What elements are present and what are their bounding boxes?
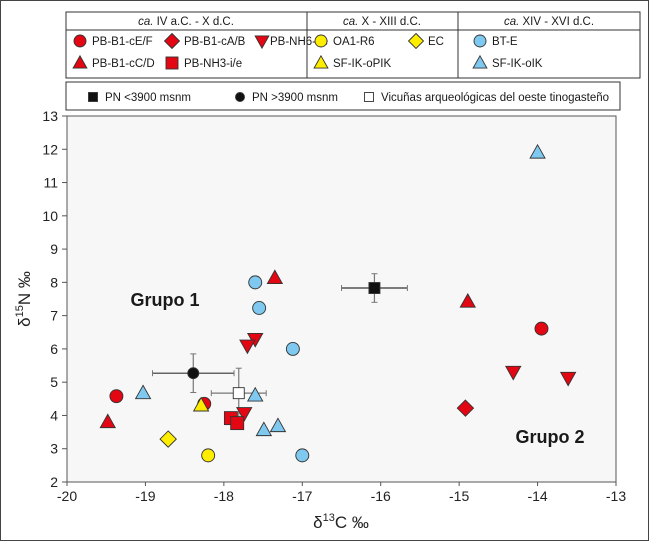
point-bt-e bbox=[252, 301, 267, 315]
point-pb-nh6-i-e bbox=[559, 371, 577, 387]
point-pb-b1-cc-d bbox=[459, 292, 477, 308]
plot-area bbox=[66, 115, 617, 483]
point-pb-b1-ce-f bbox=[109, 389, 124, 404]
point-sf-ik-opik bbox=[192, 396, 210, 412]
legend-item-bt-e: BT-E bbox=[473, 34, 518, 48]
legend-label: PB-B1-cA/B bbox=[184, 36, 246, 48]
x-tick-label: -20 bbox=[57, 488, 77, 504]
point-sf-ik-oik bbox=[246, 386, 264, 402]
y-tick-label: 3 bbox=[50, 441, 58, 457]
legend-label: PB-NH3-i/e bbox=[184, 58, 242, 70]
square-icon bbox=[364, 92, 374, 102]
circle-icon bbox=[314, 34, 328, 48]
triangle-down-icon bbox=[254, 35, 270, 50]
point-sf-ik-oik bbox=[255, 421, 273, 437]
square-icon bbox=[88, 92, 98, 102]
y-tick-label: 8 bbox=[50, 274, 58, 290]
legend-period-2: ca. X - XIII d.C. bbox=[343, 16, 421, 28]
y-tick-label: 5 bbox=[50, 374, 58, 390]
legend-item-sf-ik-oik: SF-IK-oIK bbox=[472, 54, 543, 70]
point-sf-ik-oik bbox=[134, 384, 152, 400]
point-pb-b1-cc-d bbox=[99, 413, 117, 429]
legend-references: PN <3900 msnm PN >3900 msnm Vicuñas arqueo… bbox=[65, 81, 621, 111]
point-pb-nh3-i-e bbox=[230, 416, 245, 431]
legend-label: PB-B1-cE/F bbox=[92, 36, 153, 48]
legend-ref-vicu-as-arqueol-gicas-del-oeste-tinogaste-o: Vicuñas arqueológicas del oeste tinogast… bbox=[364, 92, 609, 104]
legend-label: OA1-R6 bbox=[333, 36, 375, 48]
square-icon bbox=[165, 56, 179, 70]
legend-label: SF-IK-oIK bbox=[492, 58, 543, 70]
legend-label: PN >3900 msnm bbox=[252, 92, 338, 104]
legend-item-pb-nh3-i-e: PB-NH3-i/e bbox=[165, 56, 242, 70]
legend-item-pb-b1-cc-d: PB-B1-cC/D bbox=[72, 54, 155, 70]
point-pb-b1-ca-b bbox=[456, 399, 475, 417]
circle-icon bbox=[473, 34, 487, 48]
x-tick-label: -14 bbox=[527, 488, 547, 504]
legend-label: Vicuñas arqueológicas del oeste tinogast… bbox=[381, 92, 609, 104]
y-tick-label: 4 bbox=[50, 407, 58, 423]
point-sf-ik-oik bbox=[269, 417, 287, 433]
legend-label: EC bbox=[428, 36, 444, 48]
annotation-grupo-1: Grupo 1 bbox=[130, 290, 199, 310]
legend-period-3: ca. XIV - XVI d.C. bbox=[504, 16, 594, 28]
diamond-icon bbox=[163, 32, 181, 50]
legend-label: PN <3900 msnm bbox=[105, 92, 191, 104]
legend-ref-pn-3900-msnm: PN >3900 msnm bbox=[235, 92, 338, 104]
point-pb-nh6-i-e bbox=[239, 339, 256, 355]
y-tick-label: 7 bbox=[50, 308, 58, 324]
point-pb-nh6-i-e bbox=[505, 365, 522, 381]
legend-item-oa1-r6: OA1-R6 bbox=[314, 34, 375, 48]
legend-item-sf-ik-opik: SF-IK-oPIK bbox=[313, 54, 391, 70]
y-tick-label: 12 bbox=[42, 141, 58, 157]
point-bt-e bbox=[248, 275, 263, 290]
triangle-up-icon bbox=[72, 54, 88, 69]
triangle-up-icon bbox=[313, 54, 329, 69]
point-pb-nh6-i-e bbox=[236, 407, 253, 422]
point-pn-3900-msnm bbox=[368, 282, 381, 294]
circle-icon bbox=[235, 92, 245, 102]
legend-label: PB-NH6-i/e bbox=[270, 36, 328, 48]
y-tick-label: 13 bbox=[42, 108, 58, 124]
point-ec bbox=[159, 430, 177, 448]
point-vicu-as-arqueol-gicas-del-oeste-tinogaste-o bbox=[232, 387, 245, 400]
point-pb-b1-ce-f bbox=[534, 321, 549, 336]
legend-item-pb-b1-ce-f: PB-B1-cE/F bbox=[73, 34, 153, 48]
point-pn-3900-msnm bbox=[187, 367, 200, 380]
point-sf-ik-oik bbox=[529, 143, 546, 159]
legend-label: PB-B1-cC/D bbox=[92, 58, 155, 70]
x-tick-label: -19 bbox=[135, 488, 155, 504]
point-pb-b1-cc-d bbox=[266, 269, 284, 285]
x-tick-label: -17 bbox=[292, 488, 312, 504]
x-axis-label: δ13C ‰ bbox=[313, 512, 369, 532]
triangle-up-icon bbox=[472, 54, 488, 69]
legend-period-1: ca. IV a.C. - X d.C. bbox=[138, 16, 234, 28]
y-tick-label: 2 bbox=[50, 474, 58, 490]
point-oa1-r6 bbox=[201, 448, 216, 463]
legend-item-ec: EC bbox=[407, 32, 444, 50]
y-tick-label: 9 bbox=[50, 241, 58, 257]
y-tick-label: 11 bbox=[43, 175, 58, 191]
legend-label: BT-E bbox=[492, 36, 518, 48]
point-bt-e bbox=[295, 448, 310, 463]
x-tick-label: -18 bbox=[214, 488, 234, 504]
legend-item-pb-b1-ca-b: PB-B1-cA/B bbox=[163, 32, 246, 50]
legend-ref-pn-3900-msnm: PN <3900 msnm bbox=[88, 92, 191, 104]
x-tick-label: -13 bbox=[606, 488, 626, 504]
x-tick-label: -16 bbox=[371, 488, 391, 504]
y-axis-label: δ15N ‰ bbox=[14, 271, 34, 327]
x-tick-label: -15 bbox=[449, 488, 469, 504]
legend-label: SF-IK-oPIK bbox=[333, 58, 391, 70]
legend-groups: ca. IV a.C. - X d.C. ca. X - XIII d.C. c… bbox=[65, 11, 641, 79]
y-tick-label: 6 bbox=[50, 341, 58, 357]
legend-item-pb-nh6-i-e: PB-NH6-i/e bbox=[254, 35, 328, 50]
annotation-grupo-2: Grupo 2 bbox=[515, 427, 584, 447]
diamond-icon bbox=[407, 32, 425, 50]
y-tick-label: 10 bbox=[42, 208, 58, 224]
circle-icon bbox=[73, 34, 87, 48]
point-bt-e bbox=[285, 341, 300, 356]
